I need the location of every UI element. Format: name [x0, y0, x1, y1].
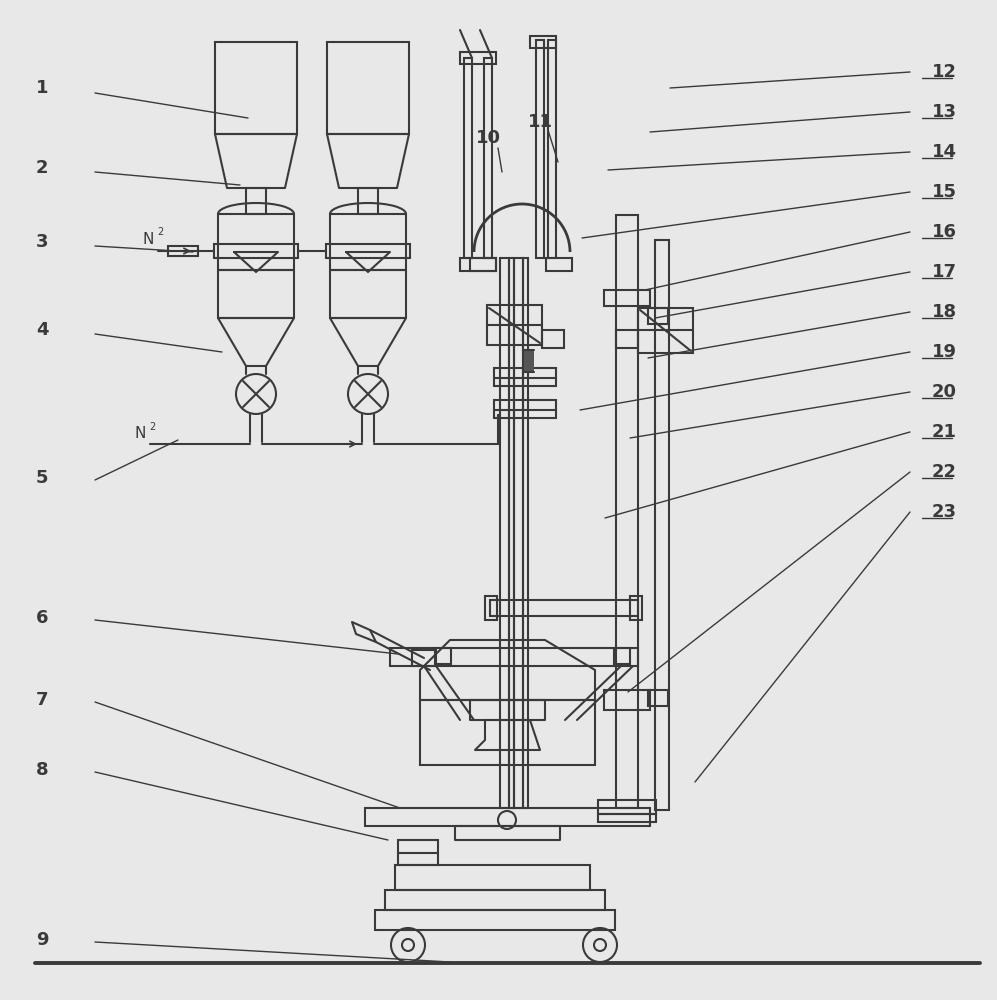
Bar: [509, 258, 514, 808]
Text: 21: 21: [932, 423, 957, 441]
Text: 14: 14: [932, 143, 957, 161]
Text: 5: 5: [36, 469, 48, 487]
Bar: [435, 648, 451, 664]
Bar: [638, 308, 693, 353]
Text: 7: 7: [36, 691, 48, 709]
Bar: [598, 814, 656, 822]
Text: 1: 1: [36, 79, 48, 97]
Text: 16: 16: [932, 223, 957, 241]
Bar: [460, 52, 496, 64]
Bar: [614, 648, 630, 664]
Text: 17: 17: [932, 263, 957, 281]
Bar: [398, 840, 438, 865]
Text: N: N: [135, 426, 146, 442]
Text: 11: 11: [527, 113, 552, 131]
Bar: [485, 596, 497, 620]
Bar: [420, 700, 595, 765]
Bar: [548, 40, 556, 258]
Text: 15: 15: [932, 183, 957, 201]
Bar: [365, 808, 650, 826]
Bar: [630, 596, 642, 620]
Bar: [616, 215, 638, 808]
Bar: [214, 244, 298, 258]
Bar: [616, 330, 638, 348]
Bar: [168, 246, 198, 256]
Bar: [500, 258, 509, 808]
Text: 19: 19: [932, 343, 957, 361]
Bar: [464, 58, 472, 258]
Text: 8: 8: [36, 761, 48, 779]
Text: 23: 23: [932, 503, 957, 521]
Bar: [604, 290, 650, 306]
Text: 6: 6: [36, 609, 48, 627]
Text: 10: 10: [476, 129, 500, 147]
Bar: [536, 40, 544, 258]
Bar: [648, 690, 668, 706]
Text: 20: 20: [932, 383, 957, 401]
Text: 2: 2: [36, 159, 48, 177]
Bar: [648, 308, 668, 324]
Text: 4: 4: [36, 321, 48, 339]
Bar: [326, 244, 410, 258]
Bar: [598, 800, 656, 814]
Bar: [524, 350, 534, 372]
Bar: [523, 258, 528, 808]
Text: 3: 3: [36, 233, 48, 251]
Bar: [395, 865, 590, 890]
Bar: [327, 42, 409, 134]
Text: 2: 2: [149, 422, 156, 432]
Bar: [487, 305, 542, 345]
Bar: [655, 240, 669, 810]
Text: 2: 2: [157, 227, 164, 237]
Bar: [514, 258, 523, 808]
Bar: [375, 910, 615, 930]
Bar: [460, 258, 496, 271]
Bar: [358, 188, 378, 214]
Bar: [412, 650, 436, 666]
Bar: [494, 368, 556, 386]
Bar: [494, 400, 556, 418]
Bar: [215, 42, 297, 134]
Bar: [542, 330, 564, 348]
Text: 12: 12: [932, 63, 957, 81]
Bar: [470, 258, 496, 271]
Text: 13: 13: [932, 103, 957, 121]
Bar: [246, 188, 266, 214]
Bar: [546, 258, 572, 271]
Bar: [604, 690, 650, 710]
Bar: [390, 648, 638, 666]
Text: N: N: [143, 232, 154, 246]
Text: 9: 9: [36, 931, 48, 949]
Text: 18: 18: [932, 303, 957, 321]
Text: 22: 22: [932, 463, 957, 481]
Bar: [484, 58, 492, 258]
Bar: [490, 600, 638, 616]
Bar: [385, 890, 605, 910]
Bar: [530, 36, 556, 48]
